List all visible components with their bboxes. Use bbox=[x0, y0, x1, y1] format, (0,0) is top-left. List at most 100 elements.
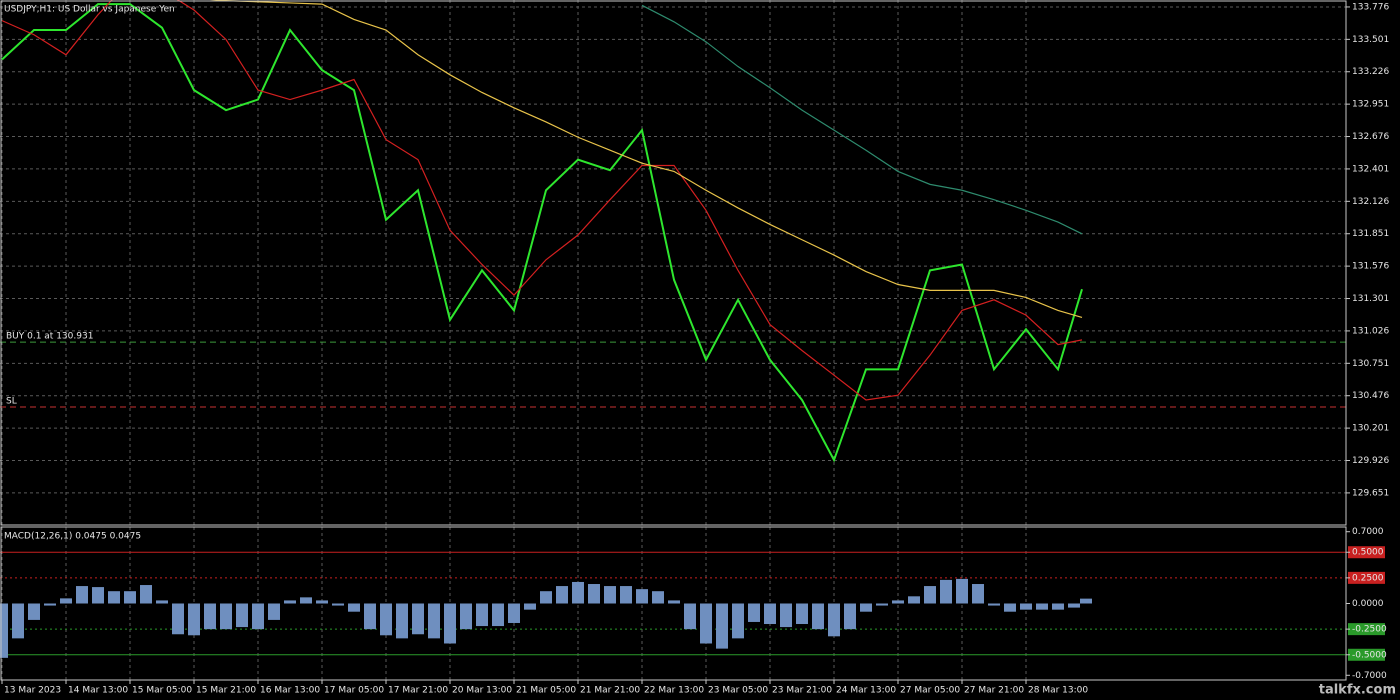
x-tick-label: 15 Mar 05:00 bbox=[132, 686, 192, 696]
x-tick-label: 14 Mar 13:00 bbox=[68, 686, 128, 696]
histogram-bar bbox=[60, 598, 72, 604]
histogram-bar bbox=[76, 586, 88, 604]
histogram-bar bbox=[492, 603, 504, 627]
histogram-bar bbox=[748, 603, 760, 622]
level-label-box bbox=[1348, 546, 1385, 559]
histogram-bar bbox=[684, 603, 696, 630]
histogram-bar bbox=[940, 579, 952, 604]
histogram-bar bbox=[972, 584, 984, 604]
histogram-bar bbox=[620, 586, 632, 604]
histogram-bar bbox=[316, 600, 328, 604]
histogram-bar bbox=[124, 591, 136, 604]
histogram-bar bbox=[140, 585, 152, 604]
histogram-bar bbox=[1020, 603, 1032, 610]
histogram-bar bbox=[348, 603, 360, 612]
series-line bbox=[209, 0, 1083, 319]
histogram-bar bbox=[1080, 598, 1092, 604]
x-tick-label: 21 Mar 21:00 bbox=[580, 686, 640, 696]
histogram-bar bbox=[556, 586, 568, 604]
series-line bbox=[1, 0, 1083, 401]
x-tick-label: 15 Mar 21:00 bbox=[196, 686, 256, 696]
chart-title: USDJPY,H1: US Dollar vs Japanese Yen bbox=[4, 5, 175, 15]
histogram-bar bbox=[28, 603, 40, 620]
x-tick-label: 28 Mar 13:00 bbox=[1028, 686, 1088, 696]
price-pane: BUY 0.1 at 130.931 SL bbox=[0, 0, 1346, 525]
histogram-bar bbox=[716, 603, 728, 649]
histogram-bar bbox=[636, 589, 648, 604]
x-tick-label: 23 Mar 05:00 bbox=[708, 686, 768, 696]
histogram-bar bbox=[652, 591, 664, 604]
x-tick-label: 17 Mar 21:00 bbox=[388, 686, 448, 696]
y-tick-label: 132.951 bbox=[1352, 100, 1389, 110]
histogram-bar bbox=[780, 603, 792, 628]
histogram-bar bbox=[220, 603, 232, 630]
y-tick-label: 130.201 bbox=[1352, 424, 1389, 434]
level-label-box bbox=[1348, 648, 1385, 661]
histogram-bar bbox=[188, 603, 200, 636]
order-label: SL bbox=[6, 397, 17, 407]
series-line bbox=[641, 4, 1083, 235]
histogram-bar bbox=[668, 600, 680, 604]
histogram-bar bbox=[268, 603, 280, 620]
x-tick-label: 23 Mar 21:00 bbox=[772, 686, 832, 696]
y-tick-label: 130.476 bbox=[1352, 391, 1389, 401]
series-line bbox=[1, 3, 1083, 463]
histogram-bar bbox=[572, 581, 584, 604]
y-tick-label: 132.401 bbox=[1352, 164, 1389, 174]
y-tick-label: 129.926 bbox=[1352, 456, 1389, 466]
y-tick-label: 0.0000 bbox=[1352, 599, 1384, 609]
histogram-bar bbox=[1068, 603, 1080, 608]
histogram-bar bbox=[956, 578, 968, 604]
price-frame bbox=[0, 0, 1347, 526]
histogram-bar bbox=[540, 591, 552, 604]
x-tick-label: 13 Mar 2023 bbox=[4, 686, 61, 696]
histogram-bar bbox=[236, 603, 248, 628]
x-tick-label: 27 Mar 05:00 bbox=[900, 686, 960, 696]
histogram-bar bbox=[812, 603, 824, 630]
histogram-bar bbox=[332, 603, 344, 606]
histogram-bar bbox=[172, 603, 184, 635]
y-tick-label: 133.776 bbox=[1352, 2, 1389, 12]
y-tick-label: -0.2500 bbox=[1352, 625, 1387, 635]
x-tick-label: 21 Mar 05:00 bbox=[516, 686, 576, 696]
histogram-bar bbox=[252, 603, 264, 630]
histogram-bar bbox=[444, 603, 456, 644]
watermark: talkfx.com bbox=[1319, 683, 1396, 698]
histogram-bar bbox=[604, 586, 616, 604]
x-tick-label: 24 Mar 13:00 bbox=[836, 686, 896, 696]
histogram-bar bbox=[796, 603, 808, 625]
histogram-bar bbox=[908, 596, 920, 604]
histogram-bar bbox=[364, 603, 376, 630]
y-tick-label: 130.751 bbox=[1352, 359, 1389, 369]
y-tick-label: 131.026 bbox=[1352, 326, 1389, 336]
histogram-bar bbox=[108, 591, 120, 604]
histogram-bar bbox=[1004, 603, 1016, 612]
x-tick-label: 20 Mar 13:00 bbox=[452, 686, 512, 696]
histogram-bar bbox=[876, 603, 888, 606]
y-tick-label: 131.301 bbox=[1352, 294, 1389, 304]
histogram-bar bbox=[204, 603, 216, 630]
y-tick-label: 132.676 bbox=[1352, 132, 1389, 142]
y-tick-label: 133.226 bbox=[1352, 67, 1389, 77]
y-tick-label: -0.5000 bbox=[1352, 650, 1387, 660]
x-tick-label: 16 Mar 13:00 bbox=[260, 686, 320, 696]
histogram-bar bbox=[924, 586, 936, 604]
histogram-bar bbox=[732, 603, 744, 639]
histogram-bar bbox=[988, 603, 1000, 606]
histogram-bar bbox=[700, 603, 712, 644]
histogram-bar bbox=[860, 603, 872, 612]
histogram-bar bbox=[44, 603, 56, 606]
histogram-bar bbox=[1036, 603, 1048, 610]
y-tick-label: 0.2500 bbox=[1352, 573, 1384, 583]
histogram-bar bbox=[460, 603, 472, 630]
histogram-bar bbox=[412, 603, 424, 635]
histogram-bar bbox=[284, 600, 296, 604]
histogram-bar bbox=[764, 603, 776, 625]
histogram-bar bbox=[524, 603, 536, 610]
histogram-bar bbox=[12, 603, 24, 639]
histogram-bar bbox=[508, 603, 520, 623]
